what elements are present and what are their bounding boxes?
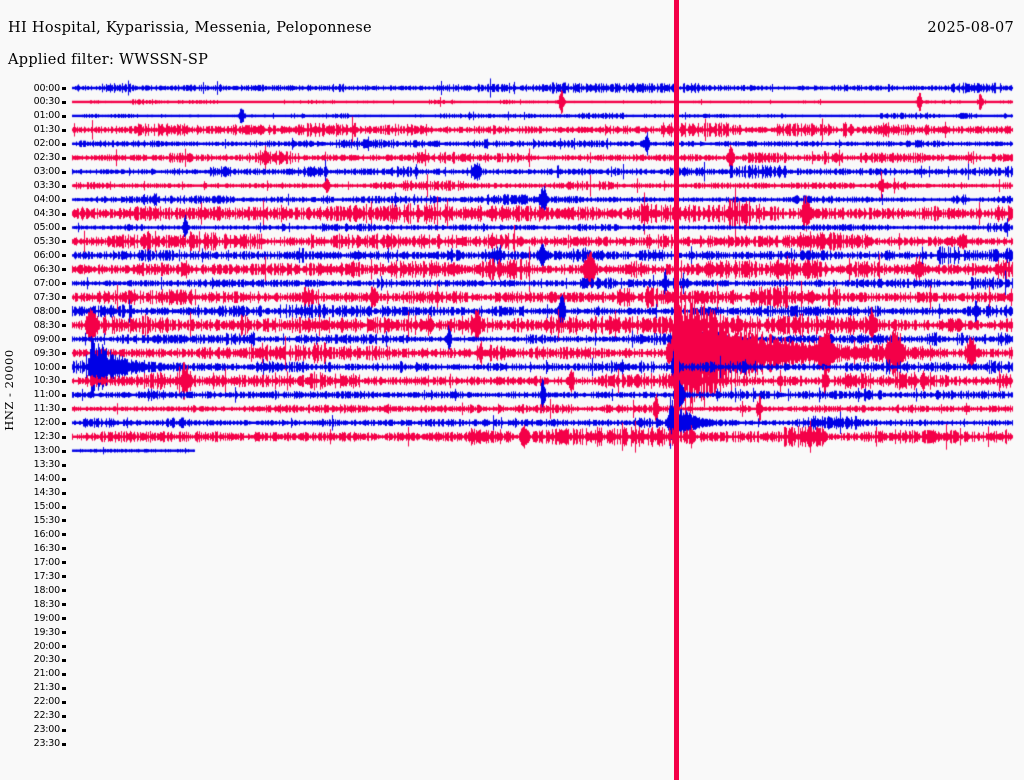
time-marker-line (674, 0, 679, 780)
time-tick-label: 04:00 (33, 194, 61, 206)
time-tick-mark (62, 617, 66, 621)
time-tick-mark (62, 463, 66, 467)
time-tick-label: 00:00 (33, 82, 61, 94)
time-tick-mark (62, 658, 66, 662)
time-tick-label: 17:00 (33, 556, 61, 568)
time-tick-label: 01:30 (33, 124, 61, 136)
time-tick-mark (62, 282, 66, 286)
time-tick-label: 11:00 (33, 389, 61, 401)
time-tick-label: 14:30 (33, 487, 61, 499)
time-tick-mark (62, 603, 66, 607)
time-tick-label: 23:00 (33, 724, 61, 736)
time-tick-mark (62, 254, 66, 258)
time-tick-mark (62, 742, 66, 746)
time-tick-mark (62, 379, 66, 383)
time-tick-label: 02:00 (33, 138, 61, 150)
time-tick-label: 03:30 (33, 180, 61, 192)
time-tick-label: 05:00 (33, 222, 61, 233)
time-tick-label: 01:00 (33, 110, 61, 122)
time-tick-mark (62, 310, 66, 314)
time-tick-mark (62, 366, 66, 369)
time-tick-mark (62, 142, 66, 146)
time-tick-mark (62, 435, 66, 439)
time-tick-label: 21:00 (33, 668, 61, 680)
time-tick-label: 06:00 (33, 249, 61, 261)
time-tick-label: 13:00 (33, 445, 61, 457)
time-tick-mark (62, 589, 66, 593)
time-tick-mark (62, 645, 66, 648)
time-tick-mark (62, 226, 66, 230)
time-tick-label: 10:30 (33, 375, 61, 387)
time-tick-label: 09:30 (33, 347, 61, 359)
time-tick-mark (62, 519, 66, 523)
time-tick-mark (62, 631, 66, 635)
time-tick-mark (62, 128, 66, 132)
time-tick-mark (62, 421, 66, 425)
time-tick-mark (62, 338, 66, 342)
time-tick-label: 07:00 (33, 277, 61, 289)
time-tick-label: 20:00 (33, 640, 61, 652)
time-tick-label: 12:00 (33, 417, 61, 429)
time-tick-mark (62, 533, 66, 537)
time-tick-label: 17:30 (33, 570, 61, 582)
time-tick-label: 04:30 (33, 208, 61, 220)
time-tick-label: 06:30 (33, 263, 61, 275)
time-tick-label: 21:30 (33, 682, 61, 694)
time-tick-label: 20:30 (33, 654, 61, 666)
time-tick-mark (62, 198, 66, 202)
time-tick-label: 22:30 (33, 710, 61, 722)
time-tick-label: 14:00 (33, 473, 61, 485)
time-tick-label: 10:00 (33, 361, 61, 373)
time-tick-label: 05:30 (33, 235, 61, 247)
time-tick-label: 02:30 (33, 152, 61, 164)
time-tick-mark (62, 714, 66, 718)
time-tick-label: 18:30 (33, 598, 61, 610)
time-tick-mark (62, 87, 66, 90)
time-tick-label: 08:30 (33, 319, 61, 331)
time-tick-mark (62, 324, 66, 328)
time-tick-mark (62, 407, 66, 411)
time-tick-mark (62, 170, 66, 174)
time-tick-mark (62, 114, 66, 118)
time-tick-label: 22:00 (33, 696, 61, 708)
time-tick-label: 19:00 (33, 612, 61, 624)
time-tick-label: 18:00 (33, 584, 61, 596)
time-tick-mark (62, 393, 66, 397)
time-tick-label: 11:30 (33, 403, 61, 415)
time-tick-mark (62, 672, 66, 676)
time-tick-mark (62, 505, 66, 509)
time-tick-mark (62, 491, 66, 495)
time-tick-mark (62, 700, 66, 704)
time-tick-label: 00:30 (33, 96, 61, 108)
time-tick-label: 03:00 (33, 166, 61, 178)
time-tick-label: 19:30 (33, 626, 61, 638)
time-tick-label: 08:00 (33, 305, 61, 317)
time-tick-label: 12:30 (33, 431, 61, 443)
time-tick-mark (62, 296, 66, 300)
time-tick-mark (62, 100, 66, 104)
time-tick-mark (62, 212, 66, 216)
time-tick-mark (62, 575, 66, 579)
time-tick-mark (62, 156, 66, 160)
time-tick-label: 16:30 (33, 542, 61, 554)
time-tick-label: 15:30 (33, 514, 61, 526)
time-tick-mark (62, 728, 66, 732)
time-tick-mark (62, 352, 66, 356)
time-tick-mark (62, 547, 66, 551)
time-tick-label: 07:30 (33, 291, 61, 303)
time-tick-label: 13:30 (33, 459, 61, 471)
time-tick-mark (62, 449, 66, 453)
time-tick-mark (62, 268, 66, 272)
time-tick-mark (62, 184, 66, 188)
time-tick-mark (62, 686, 66, 690)
time-tick-mark (62, 477, 66, 481)
time-tick-label: 23:30 (33, 738, 61, 750)
time-tick-label: 09:00 (33, 333, 61, 345)
time-tick-mark (62, 561, 66, 565)
time-tick-label: 15:00 (33, 501, 61, 512)
time-tick-mark (62, 240, 66, 244)
time-tick-label: 16:00 (33, 528, 61, 540)
